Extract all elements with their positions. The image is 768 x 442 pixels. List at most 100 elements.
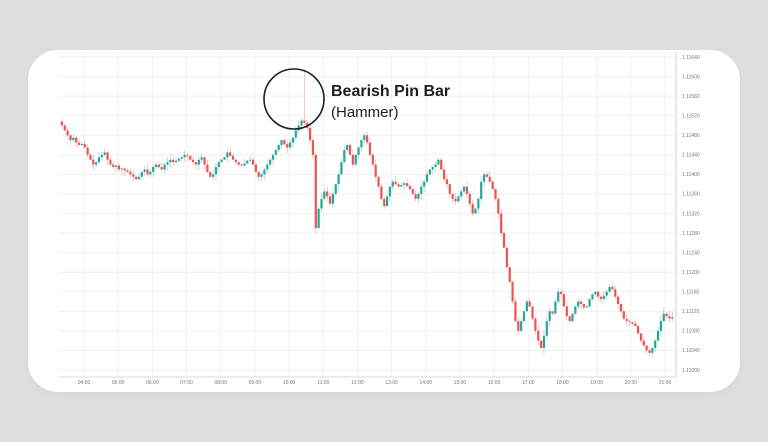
candle-up <box>260 174 263 177</box>
candle-up <box>602 295 605 300</box>
candle-down <box>63 125 66 131</box>
candle-up <box>331 193 334 204</box>
candle-up <box>482 174 486 182</box>
candle-down <box>636 325 640 334</box>
candle-down <box>579 301 583 304</box>
chart-card: 1.11640 1.11600 1.11560 1.11520 1.11480 1.114… <box>28 50 740 392</box>
candle-up <box>120 168 123 170</box>
candle-down <box>622 311 625 319</box>
candle-down <box>494 189 497 199</box>
candle-up <box>420 186 423 194</box>
candle-down <box>611 286 614 290</box>
candle-down <box>237 162 240 165</box>
candle-up <box>651 347 654 353</box>
y-tick-label: 1.11320 <box>682 211 700 217</box>
x-tick-label: 14:00 <box>420 380 433 386</box>
candle-down <box>559 291 563 295</box>
x-tick-label: 18:00 <box>556 380 569 386</box>
candle-down <box>445 179 449 185</box>
candle-down <box>599 296 603 300</box>
candle-down <box>75 137 78 143</box>
candle-up <box>97 157 101 163</box>
candle-down <box>448 184 451 194</box>
y-tick-label: 1.11240 <box>682 250 700 256</box>
x-tick-label: 15:00 <box>454 380 467 386</box>
candle-down <box>614 289 617 297</box>
candle-up <box>72 137 75 141</box>
y-tick-label: 1.11440 <box>682 153 700 159</box>
candle-down <box>189 155 192 160</box>
candle-up <box>434 164 437 168</box>
x-tick-label: 19:00 <box>590 380 603 386</box>
candle-down <box>123 168 126 171</box>
candle-up <box>671 317 674 319</box>
y-tick-label: 1.11040 <box>682 348 700 354</box>
candle-down <box>562 294 566 307</box>
candle-up <box>605 291 608 296</box>
candle-up <box>289 142 292 148</box>
candle-down <box>531 306 534 319</box>
candle-down <box>377 176 380 187</box>
candle-down <box>468 193 471 204</box>
candle-down <box>311 140 315 155</box>
y-tick-label: 1.11120 <box>682 309 700 315</box>
candle-up <box>149 171 152 175</box>
candle-down <box>514 301 517 322</box>
y-tick-label: 1.11280 <box>682 231 700 237</box>
candle-down <box>308 127 312 141</box>
candles <box>60 69 674 358</box>
candle-up <box>354 154 357 165</box>
candle-up <box>263 169 266 175</box>
candle-down <box>454 198 457 202</box>
candle-down <box>326 191 329 197</box>
candle-down <box>112 164 115 168</box>
candle-up <box>522 311 526 322</box>
candle-down <box>89 154 92 160</box>
y-tick-label: 1.11160 <box>682 290 700 296</box>
candle-down <box>314 154 317 229</box>
candle-up <box>431 167 434 170</box>
candle-down <box>625 318 628 322</box>
candle-up <box>217 162 220 168</box>
candle-up <box>425 174 429 182</box>
candle-up <box>662 313 665 322</box>
candle-up <box>417 193 420 199</box>
candle-up <box>520 321 523 331</box>
candle-down <box>186 154 189 156</box>
candle-down <box>66 130 69 136</box>
candle-up <box>391 181 394 187</box>
candle-down <box>374 164 377 177</box>
candle-down <box>394 181 397 185</box>
x-tick-label: 17:00 <box>522 380 535 386</box>
candle-down <box>397 184 400 187</box>
candle-down <box>60 121 64 126</box>
candle-up <box>174 160 178 163</box>
candle-up <box>343 149 346 163</box>
candle-up <box>291 137 295 143</box>
candle-up <box>571 313 574 322</box>
candle-down <box>240 164 243 166</box>
candle-up <box>177 158 180 161</box>
annotation-circle <box>263 68 325 130</box>
candle-up <box>220 159 223 163</box>
candle-down <box>408 186 412 190</box>
candle-down <box>665 313 668 317</box>
candle-down <box>286 144 289 148</box>
y-tick-label: 1.11360 <box>682 192 700 198</box>
candle-up <box>423 181 426 187</box>
candle-down <box>500 213 503 234</box>
candle-down <box>106 152 109 160</box>
candle-up <box>357 147 360 155</box>
candle-up <box>460 191 463 197</box>
candle-up <box>542 335 546 348</box>
candle-down <box>642 340 645 346</box>
candle-down <box>551 311 554 314</box>
candle-up <box>428 169 431 175</box>
candle-up <box>226 152 229 158</box>
y-tick-label: 1.11400 <box>682 172 700 178</box>
pin-bar-annotation: Bearish Pin Bar (Hammer) <box>263 68 450 130</box>
candle-up <box>577 301 580 307</box>
candle-down <box>517 321 520 331</box>
candle-up <box>585 306 588 308</box>
candle-down <box>634 323 637 326</box>
